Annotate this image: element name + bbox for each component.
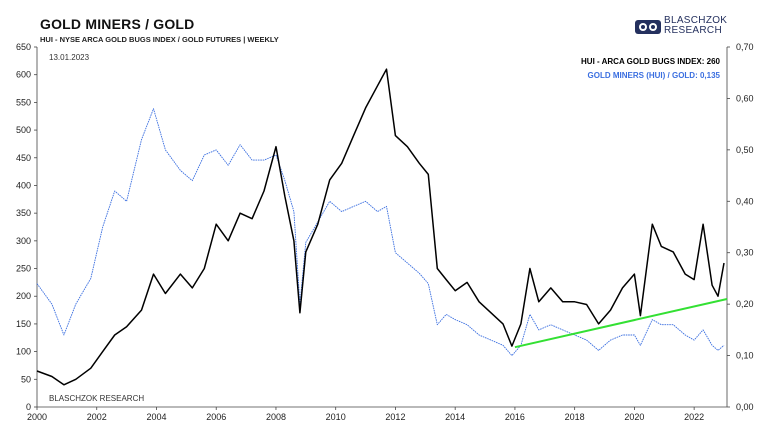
y-left-tick-label: 450 <box>16 153 31 163</box>
y-left-tick-label: 0 <box>26 402 31 412</box>
x-tick-label: 2012 <box>385 412 405 422</box>
y-right-tick-label: 0,30 <box>736 248 754 258</box>
chart-subtitle: HUI - NYSE ARCA GOLD BUGS INDEX / GOLD F… <box>40 35 279 44</box>
y-right-tick-label: 0,50 <box>736 145 754 155</box>
y-left-tick-label: 400 <box>16 180 31 190</box>
x-tick-label: 2010 <box>326 412 346 422</box>
logo-text-line2: RESEARCH <box>664 25 722 36</box>
chart-title: GOLD MINERS / GOLD <box>40 16 195 32</box>
x-tick-label: 2004 <box>146 412 166 422</box>
series-layer <box>36 68 728 386</box>
legend-entry: HUI - ARCA GOLD BUGS INDEX: 260 <box>581 57 721 66</box>
x-tick-label: 2016 <box>505 412 525 422</box>
logo-text-line1: BLASCHZOK <box>664 15 728 26</box>
watermark-label: BLASCHZOK RESEARCH <box>49 394 144 403</box>
x-tick-label: 2014 <box>445 412 465 422</box>
y-left-tick-label: 300 <box>16 236 31 246</box>
x-tick-label: 2000 <box>27 412 47 422</box>
legend-entry: GOLD MINERS (HUI) / GOLD: 0,135 <box>588 71 721 80</box>
y-left-tick-label: 600 <box>16 70 31 80</box>
y-right-tick-label: 0,10 <box>736 351 754 361</box>
y-left-tick-label: 50 <box>21 374 31 384</box>
labels-layer: 13.01.2023 BLASCHZOK RESEARCH HUI - ARCA G… <box>49 53 721 403</box>
y-left-tick-label: 100 <box>16 347 31 357</box>
x-tick-label: 2002 <box>87 412 107 422</box>
x-tick-label: 2018 <box>565 412 585 422</box>
x-tick-label: 2006 <box>206 412 226 422</box>
y-left-tick-label: 250 <box>16 264 31 274</box>
x-tick-label: 2022 <box>684 412 704 422</box>
axes: 0 50 100 150 200 250 300 350 400 450 500 550 600 650 0… <box>16 42 754 422</box>
date-label: 13.01.2023 <box>49 53 90 62</box>
y-right-tick-label: 0,00 <box>736 402 754 412</box>
y-left-tick-label: 550 <box>16 97 31 107</box>
y-right-tick-label: 0,40 <box>736 196 754 206</box>
y-left-tick-label: 350 <box>16 208 31 218</box>
y-left-tick-label: 650 <box>16 42 31 52</box>
brand-logo: BLASCHZOK RESEARCH <box>635 15 745 39</box>
y-right-tick-label: 0,70 <box>736 42 754 52</box>
gold-miners-gold-ratio-line <box>36 108 725 357</box>
hui-index-line <box>36 68 725 386</box>
y-right-tick-label: 0,20 <box>736 299 754 309</box>
y-left-tick-label: 500 <box>16 125 31 135</box>
x-tick-label: 2020 <box>624 412 644 422</box>
support-trendline <box>514 298 728 349</box>
y-left-tick-label: 150 <box>16 319 31 329</box>
x-tick-label: 2008 <box>266 412 286 422</box>
y-left-tick-label: 200 <box>16 291 31 301</box>
logo-mark-icon <box>635 20 661 34</box>
y-right-tick-label: 0,60 <box>736 93 754 103</box>
